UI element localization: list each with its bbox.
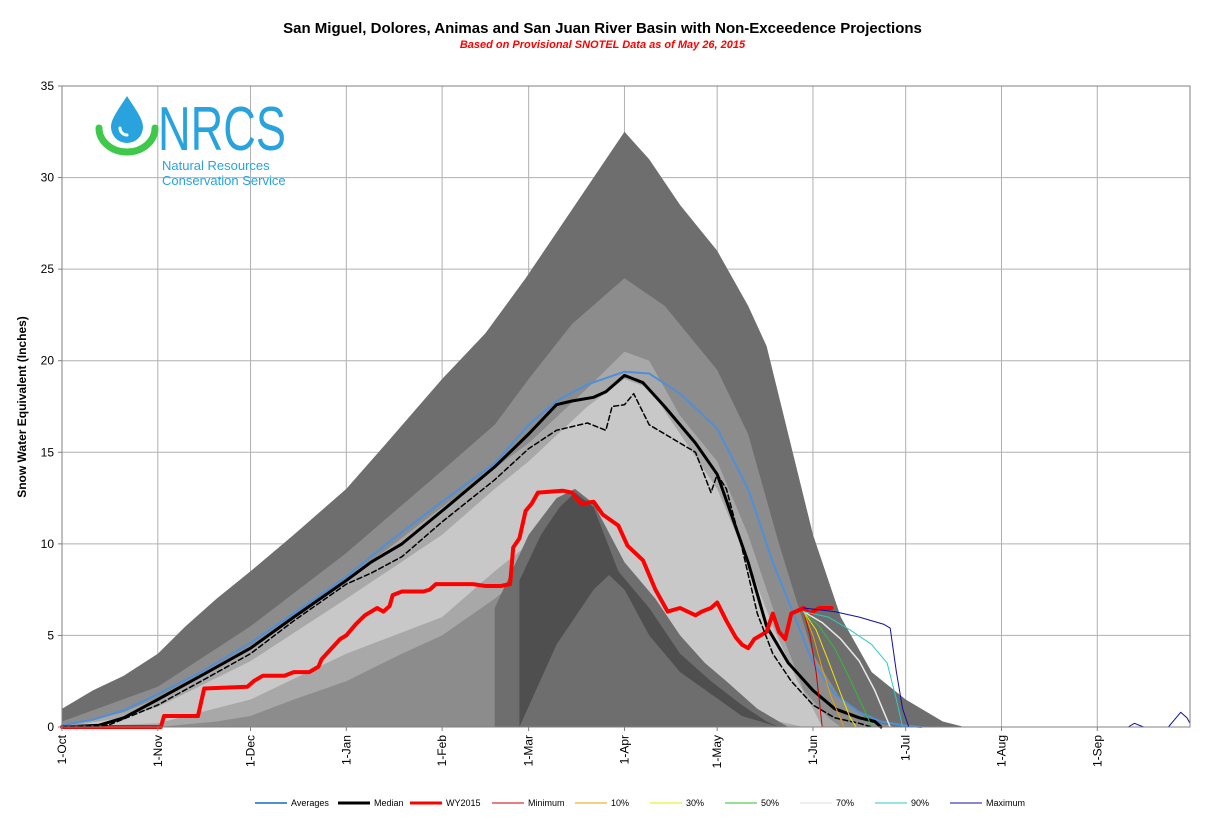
legend-label: 10% (611, 798, 629, 808)
series-line-50- (803, 611, 873, 728)
legend-label: Minimum (528, 798, 565, 808)
y-tick-label: 30 (41, 171, 55, 185)
x-tick-label: 1-Jan (339, 735, 353, 765)
green-arc-icon (95, 124, 159, 156)
legend-label: Maximum (986, 798, 1025, 808)
x-tick-label: 1-Nov (151, 735, 165, 767)
y-tick-label: 0 (47, 720, 54, 734)
series-line-wy2015 (60, 488, 834, 729)
series-line-70- (802, 610, 891, 728)
series-lines (60, 370, 1191, 729)
x-tick-label: 1-Dec (244, 735, 258, 767)
legend-label: WY2015 (446, 798, 481, 808)
series-line-10- (803, 611, 845, 728)
legend-label: 70% (836, 798, 854, 808)
water-drop-highlight (118, 126, 129, 137)
x-axis: 1-Oct 1-Nov 1-Dec 1-Jan 1-Feb 1-Mar 1-Apr 1-May… (55, 727, 1104, 768)
chart-title: San Miguel, Dolores, Animas and San Juan… (283, 20, 922, 37)
series-line-median (60, 373, 883, 729)
x-tick-label: 1-Oct (55, 734, 69, 764)
x-tick-label: 1-Jun (806, 735, 820, 765)
legend-label: Averages (291, 798, 329, 808)
legend-label: 90% (911, 798, 929, 808)
plot-frame (61, 85, 1191, 728)
x-tick-label: 1-Sep (1090, 735, 1104, 767)
y-tick-label: 5 (47, 628, 54, 642)
y-tick-label: 10 (41, 537, 55, 551)
y-tick-label: 35 (41, 79, 55, 93)
legend-label: 50% (761, 798, 779, 808)
series-line-30- (803, 611, 857, 728)
x-tick-label: 1-Apr (617, 735, 631, 764)
water-drop-icon (111, 96, 143, 143)
percentile-band (62, 379, 823, 727)
chart-subtitle: Based on Provisional SNOTEL Data as of M… (459, 39, 746, 51)
series-line-90- (803, 611, 904, 728)
legend: Averages Median WY2015 Minimum 10% 30% 50% 70% 9… (255, 798, 1025, 808)
x-tick-label: 1-Mar (522, 735, 536, 766)
logo-line2: Conservation Service (162, 173, 286, 188)
x-tick-label: 1-May (710, 735, 724, 768)
x-tick-label: 1-Aug (994, 735, 1008, 767)
y-tick-label: 25 (41, 262, 55, 276)
series-line-non-exceedence-projection-dashed- (61, 392, 873, 728)
x-tick-label: 1-Jul (899, 735, 913, 761)
logo-wordmark: NRCS (158, 95, 286, 164)
legend-label: Median (374, 798, 404, 808)
series-line-minimum (803, 611, 823, 728)
y-axis-label: Snow Water Equivalent (Inches) (15, 316, 29, 498)
y-tick-label: 20 (41, 354, 55, 368)
nrcs-logo: NRCS Natural Resources Conservation Serv… (95, 95, 286, 188)
percentile-band (519, 492, 779, 727)
x-tick-label: 1-Feb (435, 735, 449, 767)
percentile-bands (62, 131, 965, 728)
legend-label: 30% (686, 798, 704, 808)
y-tick-label: 15 (41, 445, 55, 459)
logo-line1: Natural Resources (162, 158, 270, 173)
y-axis: 0 5 10 15 20 25 30 35 (41, 79, 62, 734)
